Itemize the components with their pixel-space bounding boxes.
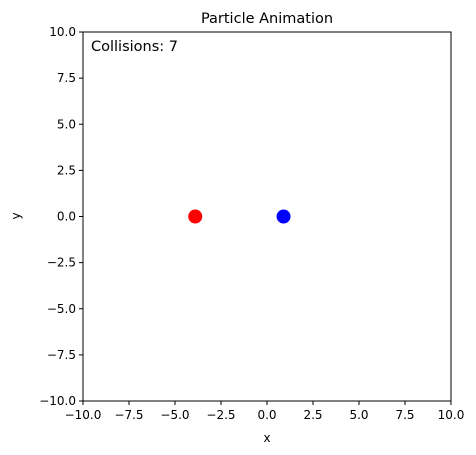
x-tick-label: 7.5 xyxy=(395,408,414,422)
y-axis: −10.0 −7.5 −5.0 −2.5 0.0 2.5 5.0 7.5 10.0 xyxy=(39,25,83,408)
y-tick-label: −7.5 xyxy=(47,348,76,362)
particle-point-1 xyxy=(188,209,203,224)
y-tick-label: 0.0 xyxy=(57,210,76,224)
collisions-counter: Collisions: 7 xyxy=(91,39,178,55)
x-tick-label: −2.5 xyxy=(206,408,235,422)
x-tick-label: 5.0 xyxy=(349,408,368,422)
x-axis: −10.0 −7.5 −5.0 −2.5 0.0 2.5 5.0 7.5 10.0 xyxy=(65,401,465,422)
x-tick-label: −5.0 xyxy=(160,408,189,422)
chart-title: Particle Animation xyxy=(201,11,333,27)
y-tick-label: −2.5 xyxy=(47,256,76,270)
plot-area xyxy=(82,31,452,402)
y-tick-label: −10.0 xyxy=(39,394,76,408)
y-tick-label: 7.5 xyxy=(57,71,76,85)
particle-point-2 xyxy=(276,209,291,224)
y-tick-label: 5.0 xyxy=(57,117,76,131)
scatter-points xyxy=(188,209,291,224)
y-tick-label: 2.5 xyxy=(57,163,76,177)
x-tick-label: 0.0 xyxy=(257,408,276,422)
x-axis-label: x xyxy=(263,431,270,445)
x-tick-label: 2.5 xyxy=(303,408,322,422)
x-tick-label: 10.0 xyxy=(438,408,465,422)
y-axis-label: y xyxy=(9,212,23,219)
x-tick-label: −10.0 xyxy=(65,408,102,422)
y-tick-label: 10.0 xyxy=(49,25,76,39)
x-tick-label: −7.5 xyxy=(114,408,143,422)
y-tick-label: −5.0 xyxy=(47,302,76,316)
